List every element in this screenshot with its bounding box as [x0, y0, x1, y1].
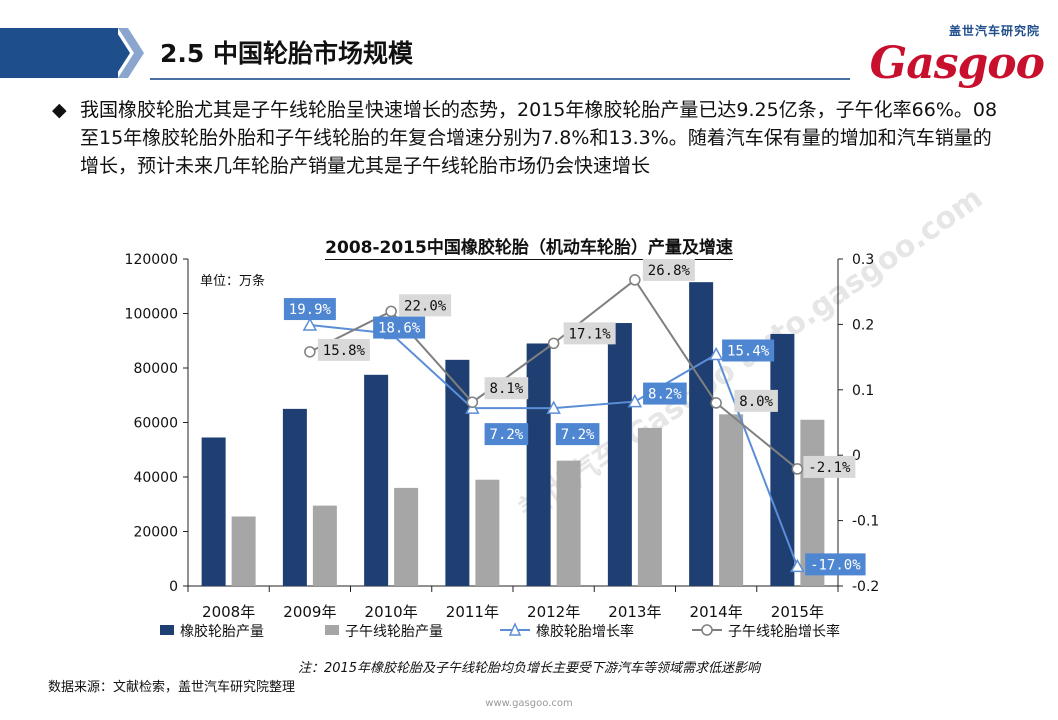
radial-growth-data-label-box [734, 389, 778, 412]
triangle-marker [790, 558, 805, 573]
bar-radial [394, 487, 419, 586]
x-tick-label: 2010年 [365, 603, 418, 621]
bar-rubber [201, 437, 226, 586]
left-tick-label: 120000 [125, 252, 178, 268]
radial-growth-data-label-box [399, 294, 452, 317]
legend-swatch [160, 625, 174, 635]
legend-label: 橡胶轮胎增长率 [536, 623, 634, 640]
circle-marker [629, 274, 641, 286]
header-divider [150, 78, 850, 80]
radial-growth-data-label: 17.1% [569, 326, 612, 342]
bar-rubber [526, 343, 551, 586]
chart-title: 2008-2015中国橡胶轮胎（机动车轮胎）产量及增速 [325, 238, 733, 260]
page-title: 2.5 中国轮胎市场规模 [160, 39, 413, 68]
radial-growth-data-label-box [317, 338, 370, 361]
left-tick-label: 60000 [133, 416, 178, 432]
left-tick-label: 40000 [133, 470, 178, 486]
bar-rubber [364, 374, 389, 586]
radial-growth-data-label: -2.1% [808, 460, 851, 476]
bar-radial [637, 427, 662, 586]
bar-radial [312, 505, 337, 586]
rubber-growth-data-label: 8.2% [648, 387, 682, 403]
x-tick-label: 2012年 [527, 603, 580, 621]
x-tick-label: 2008年 [202, 603, 255, 621]
legend-circle-icon [701, 624, 713, 636]
rubber-growth-data-label-box [643, 382, 687, 405]
triangle-marker [627, 394, 643, 408]
rubber-growth-data-label: 7.2% [561, 427, 595, 443]
bar-radial [556, 460, 581, 586]
left-tick-label: 0 [169, 579, 178, 595]
circle-marker [547, 337, 560, 350]
radial-growth-data-label: 26.8% [648, 263, 691, 279]
radial-growth-data-label: 8.0% [739, 394, 773, 410]
circle-marker [791, 463, 804, 475]
radial-growth-data-label-box [803, 455, 856, 478]
bar-rubber [607, 323, 632, 586]
rubber-growth-data-label-box [555, 423, 600, 446]
radial-growth-data-label-box [563, 322, 616, 345]
rubber-growth-data-label: 18.6% [378, 321, 421, 337]
right-tick-label: 0 [852, 448, 861, 464]
legend-label: 橡胶轮胎产量 [180, 623, 264, 640]
rubber-growth-data-label-box [722, 339, 775, 362]
x-tick-label: 2009年 [283, 603, 336, 621]
triangle-marker [302, 317, 318, 331]
radial-growth-data-label: 8.1% [490, 381, 524, 397]
circle-marker [304, 346, 316, 358]
chart-note: 注：2015年橡胶轮胎及子午线轮胎均负增长主要受下游汽车等领域需求低迷影响 [297, 661, 761, 676]
right-tick-label: 0.1 [852, 383, 874, 399]
logo-text-en: Gasgoo [869, 38, 1045, 89]
rubber-growth-data-label-box [805, 553, 866, 576]
footer-url: www.gasgoo.com [485, 698, 573, 709]
data-source: 数据来源：文献检索，盖世汽车研究院整理 [48, 680, 296, 695]
unit-label: 单位：万条 [200, 274, 266, 289]
radial-growth-data-label: 15.8% [323, 343, 366, 359]
rubber-growth-data-label-box [283, 298, 336, 321]
x-tick-label: 2013年 [608, 603, 661, 621]
left-tick-label: 80000 [133, 361, 178, 377]
right-tick-label: -0.2 [852, 579, 879, 595]
legend-label: 子午线轮胎增长率 [728, 623, 840, 640]
rubber-growth-data-label: -17.0% [810, 557, 861, 573]
legend-swatch [325, 625, 339, 635]
bar-radial [475, 479, 500, 586]
summary-text: 我国橡胶轮胎尤其是子午线轮胎呈快速增长的态势，2015年橡胶轮胎产量已达9.25… [80, 99, 998, 177]
right-tick-label: -0.1 [852, 514, 879, 530]
x-tick-label: 2014年 [690, 603, 743, 621]
x-tick-label: 2011年 [446, 603, 499, 621]
bar-rubber [770, 333, 795, 586]
rubber-growth-data-label: 7.2% [490, 427, 524, 443]
bar-rubber [689, 282, 714, 586]
legend-triangle-icon [508, 622, 522, 636]
radial-growth-data-label-box [642, 258, 695, 281]
header-band [0, 28, 118, 78]
radial-growth-data-label: 22.0% [404, 298, 447, 314]
right-tick-label: 0.2 [852, 317, 874, 333]
left-tick-label: 20000 [133, 525, 178, 541]
triangle-marker [708, 346, 724, 361]
legend-label: 子午线轮胎产量 [345, 624, 443, 640]
bar-radial [231, 516, 256, 586]
bar-rubber [445, 359, 470, 586]
x-tick-label: 2015年 [771, 603, 824, 621]
circle-marker [466, 396, 479, 408]
radial-growth-data-label-box [484, 377, 529, 400]
logo-text-cn: 盖世汽车研究院 [948, 24, 1040, 38]
bar-radial [719, 414, 744, 586]
bar-rubber [282, 408, 307, 586]
circle-marker [385, 305, 397, 318]
rubber-growth-data-label: 19.9% [289, 302, 332, 318]
rubber-growth-data-label: 15.4% [727, 343, 770, 359]
rubber-growth-data-label-box [373, 316, 426, 339]
triangle-marker [546, 400, 561, 414]
rubber-growth-data-label-box [484, 423, 529, 446]
circle-marker [710, 397, 722, 409]
diamond-bullet-icon: ◆ [52, 99, 67, 121]
right-tick-label: 0.3 [852, 252, 874, 268]
header-chevron-icon [100, 28, 144, 78]
left-tick-label: 100000 [125, 307, 178, 323]
